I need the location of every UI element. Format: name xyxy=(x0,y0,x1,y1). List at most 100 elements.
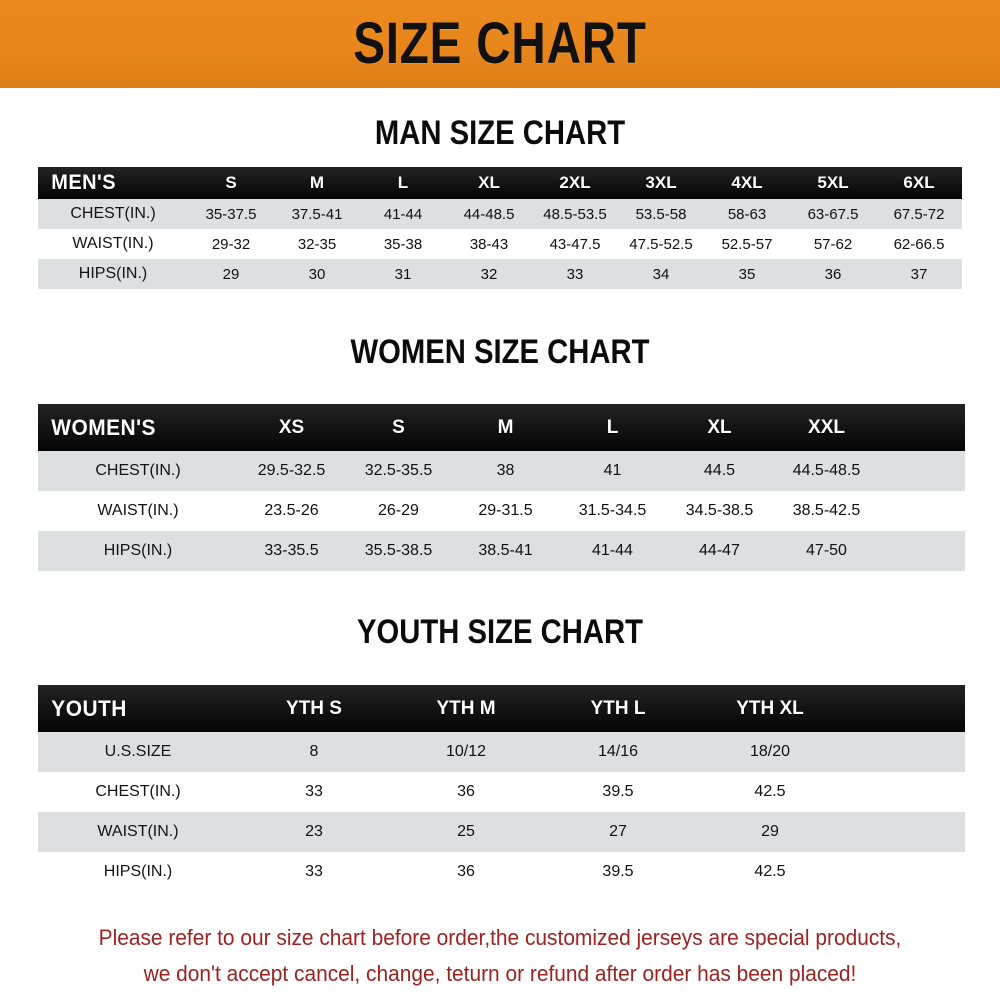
men-size-table: MEN'S S M L XL 2XL 3XL 4XL 5XL 6XL CHEST… xyxy=(38,167,962,289)
women-cell-1-4: 34.5-38.5 xyxy=(685,502,754,519)
youth-cell-1-3: 42.5 xyxy=(754,783,786,800)
women-cell-0-1: 32.5-35.5 xyxy=(364,462,433,479)
men-cell-1-2: 35-38 xyxy=(383,235,423,253)
women-size-col-1: S xyxy=(392,416,405,438)
women-cell-0-5: 44.5-48.5 xyxy=(792,462,861,479)
men-section-title: MAN SIZE CHART xyxy=(374,114,626,152)
youth-cell-0-2: 14/16 xyxy=(597,743,639,760)
women-size-col-0: XS xyxy=(278,416,305,438)
youth-cell-0-1: 10/12 xyxy=(445,743,487,760)
men-size-col-2: L xyxy=(397,173,409,192)
men-cell-0-4: 48.5-53.5 xyxy=(543,205,607,223)
footer-line-1: Please refer to our size chart before or… xyxy=(98,925,902,950)
page-title: SIZE CHART xyxy=(353,11,647,76)
men-cell-2-7: 36 xyxy=(824,265,842,283)
men-size-col-0: S xyxy=(225,173,237,192)
youth-cell-2-3: 29 xyxy=(761,823,779,840)
men-cell-2-8: 37 xyxy=(910,265,928,283)
youth-cell-3-1: 36 xyxy=(457,863,475,880)
women-cell-2-4: 44-47 xyxy=(699,542,740,559)
men-cell-1-3: 38-43 xyxy=(469,235,509,253)
men-cell-1-8: 62-66.5 xyxy=(893,235,945,253)
women-size-col-2: M xyxy=(497,416,514,438)
men-cell-1-0: 29-32 xyxy=(211,235,251,253)
youth-header-label: YOUTH xyxy=(51,695,127,721)
men-cell-0-2: 41-44 xyxy=(383,205,423,223)
women-row-1-pad xyxy=(880,491,965,531)
women-cell-2-0: 33-35.5 xyxy=(264,542,319,559)
table-row: HIPS(IN.) 29 30 31 32 33 34 35 36 37 xyxy=(38,259,962,289)
men-cell-2-2: 31 xyxy=(394,265,412,283)
men-cell-0-0: 35-37.5 xyxy=(205,205,257,223)
youth-cell-1-0: 33 xyxy=(305,783,323,800)
men-cell-1-5: 47.5-52.5 xyxy=(629,235,693,253)
men-size-col-6: 4XL xyxy=(731,173,763,192)
men-cell-2-0: 29 xyxy=(222,265,240,283)
youth-section-title: YOUTH SIZE CHART xyxy=(357,613,643,651)
youth-cell-2-0: 23 xyxy=(305,823,323,840)
men-cell-0-7: 63-67.5 xyxy=(807,205,859,223)
youth-cell-3-2: 39.5 xyxy=(602,863,634,880)
table-row: HIPS(IN.) 33 36 39.5 42.5 xyxy=(38,852,965,892)
youth-cell-1-1: 36 xyxy=(457,783,475,800)
women-size-table: WOMEN'S XS S M L XL XXL CHEST(IN.) 29.5-… xyxy=(38,404,965,571)
women-cell-2-3: 41-44 xyxy=(592,542,633,559)
men-cell-0-8: 67.5-72 xyxy=(893,205,945,223)
women-row-1-label: WAIST(IN.) xyxy=(97,502,179,519)
women-cell-2-5: 47-50 xyxy=(806,542,847,559)
youth-row-2-pad xyxy=(846,812,965,852)
table-row: CHEST(IN.) 35-37.5 37.5-41 41-44 44-48.5… xyxy=(38,199,962,229)
women-row-0-label: CHEST(IN.) xyxy=(95,462,181,479)
men-size-col-4: 2XL xyxy=(559,173,591,192)
men-row-2-label: HIPS(IN.) xyxy=(78,265,148,282)
women-cell-1-0: 23.5-26 xyxy=(264,502,319,519)
men-row-1-label: WAIST(IN.) xyxy=(72,235,154,252)
youth-cell-3-0: 33 xyxy=(305,863,323,880)
men-cell-2-3: 32 xyxy=(480,265,498,283)
youth-cell-2-2: 27 xyxy=(609,823,627,840)
table-row: HIPS(IN.) 33-35.5 35.5-38.5 38.5-41 41-4… xyxy=(38,531,965,571)
table-row: WAIST(IN.) 23.5-26 26-29 29-31.5 31.5-34… xyxy=(38,491,965,531)
men-cell-0-1: 37.5-41 xyxy=(291,205,343,223)
men-size-col-3: XL xyxy=(478,173,500,192)
youth-size-col-3: YTH XL xyxy=(736,697,804,719)
table-row: WAIST(IN.) 23 25 27 29 xyxy=(38,812,965,852)
women-cell-2-1: 35.5-38.5 xyxy=(364,542,433,559)
women-cell-0-4: 44.5 xyxy=(703,462,736,479)
men-table-header-row: MEN'S S M L XL 2XL 3XL 4XL 5XL 6XL xyxy=(38,167,962,199)
youth-row-1-pad xyxy=(846,772,965,812)
youth-row-3-label: HIPS(IN.) xyxy=(103,863,173,880)
women-row-0-pad xyxy=(880,451,965,491)
women-size-col-4: XL xyxy=(707,416,732,438)
women-section-title: WOMEN SIZE CHART xyxy=(350,333,650,371)
men-size-col-1: M xyxy=(309,173,325,192)
youth-size-table: YOUTH YTH S YTH M YTH L YTH XL U.S.SIZE … xyxy=(38,685,965,892)
youth-cell-1-2: 39.5 xyxy=(602,783,634,800)
women-cell-1-5: 38.5-42.5 xyxy=(792,502,861,519)
youth-cell-0-3: 18/20 xyxy=(749,743,791,760)
men-header-label: MEN'S xyxy=(51,171,117,194)
women-row-2-pad xyxy=(880,531,965,571)
men-cell-1-7: 57-62 xyxy=(813,235,853,253)
women-cell-0-2: 38 xyxy=(496,462,515,479)
men-cell-1-4: 43-47.5 xyxy=(549,235,601,253)
table-row: CHEST(IN.) 33 36 39.5 42.5 xyxy=(38,772,965,812)
youth-header-pad xyxy=(846,685,965,732)
table-row: WAIST(IN.) 29-32 32-35 35-38 38-43 43-47… xyxy=(38,229,962,259)
youth-cell-2-1: 25 xyxy=(457,823,475,840)
youth-size-col-2: YTH L xyxy=(590,697,646,719)
women-cell-2-2: 38.5-41 xyxy=(478,542,533,559)
women-size-col-5: XXL xyxy=(808,416,845,438)
men-cell-1-1: 32-35 xyxy=(297,235,337,253)
women-cell-0-0: 29.5-32.5 xyxy=(257,462,326,479)
footer-disclaimer: Please refer to our size chart before or… xyxy=(25,920,975,992)
women-header-label: WOMEN'S xyxy=(51,414,156,440)
youth-table-header-row: YOUTH YTH S YTH M YTH L YTH XL xyxy=(38,685,965,732)
youth-cell-0-0: 8 xyxy=(309,743,319,760)
men-row-0-label: CHEST(IN.) xyxy=(70,205,156,222)
men-cell-2-1: 30 xyxy=(308,265,326,283)
youth-size-col-1: YTH M xyxy=(436,697,496,719)
men-cell-0-5: 53.5-58 xyxy=(635,205,687,223)
women-cell-1-1: 26-29 xyxy=(378,502,419,519)
